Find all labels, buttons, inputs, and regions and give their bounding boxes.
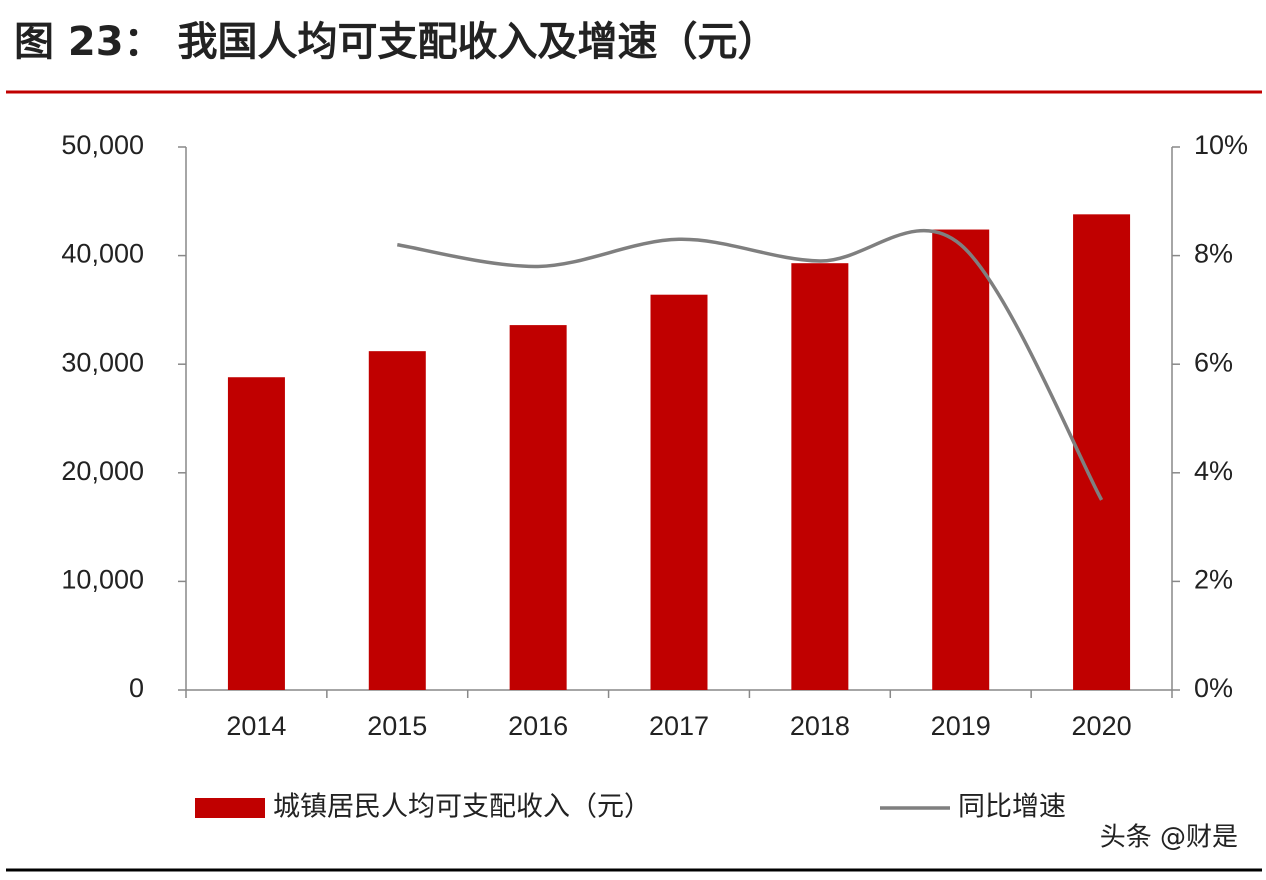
- y2-tick-label: 4%: [1194, 456, 1233, 486]
- bar: [1073, 214, 1131, 690]
- bar: [509, 325, 567, 690]
- y2-tick-label: 6%: [1194, 347, 1233, 377]
- y-tick-label: 50,000: [61, 130, 144, 160]
- watermark: 头条 @财是: [1100, 823, 1238, 853]
- y-tick-label: 10,000: [61, 565, 144, 595]
- bar: [368, 351, 426, 690]
- y2-tick-label: 10%: [1194, 130, 1248, 160]
- bar: [650, 294, 708, 690]
- y2-tick-label: 2%: [1194, 565, 1233, 595]
- y2-tick-label: 8%: [1194, 239, 1233, 269]
- legend-label: 城镇居民人均可支配收入（元）: [273, 792, 651, 823]
- y2-tick-label: 0%: [1194, 673, 1233, 703]
- x-tick-label: 2016: [508, 711, 568, 741]
- x-tick-label: 2020: [1072, 711, 1132, 741]
- chart-title: 图 23： 我国人均可支配收入及增速（元）: [14, 19, 778, 65]
- y-tick-label: 20,000: [61, 456, 144, 486]
- line: [397, 228, 1104, 501]
- bar: [932, 229, 990, 690]
- legend-swatch: [195, 798, 265, 818]
- x-tick-label: 2017: [649, 711, 709, 741]
- legend-label: 同比增速: [958, 792, 1066, 823]
- bar: [227, 377, 285, 690]
- y-tick-label: 0: [129, 673, 144, 703]
- x-tick-label: 2018: [790, 711, 850, 741]
- x-tick-label: 2015: [367, 711, 427, 741]
- y-tick-label: 40,000: [61, 239, 144, 269]
- x-tick-label: 2019: [931, 711, 991, 741]
- y-tick-label: 30,000: [61, 347, 144, 377]
- x-tick-label: 2014: [226, 711, 286, 741]
- bar: [791, 263, 849, 690]
